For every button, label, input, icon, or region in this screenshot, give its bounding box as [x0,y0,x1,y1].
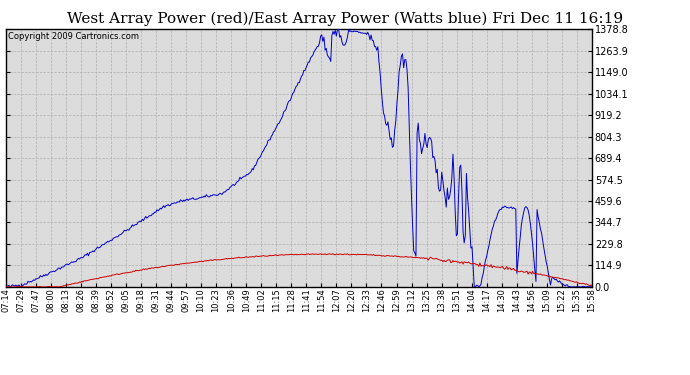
Text: Copyright 2009 Cartronics.com: Copyright 2009 Cartronics.com [8,32,139,41]
Text: West Array Power (red)/East Array Power (Watts blue) Fri Dec 11 16:19: West Array Power (red)/East Array Power … [67,11,623,26]
